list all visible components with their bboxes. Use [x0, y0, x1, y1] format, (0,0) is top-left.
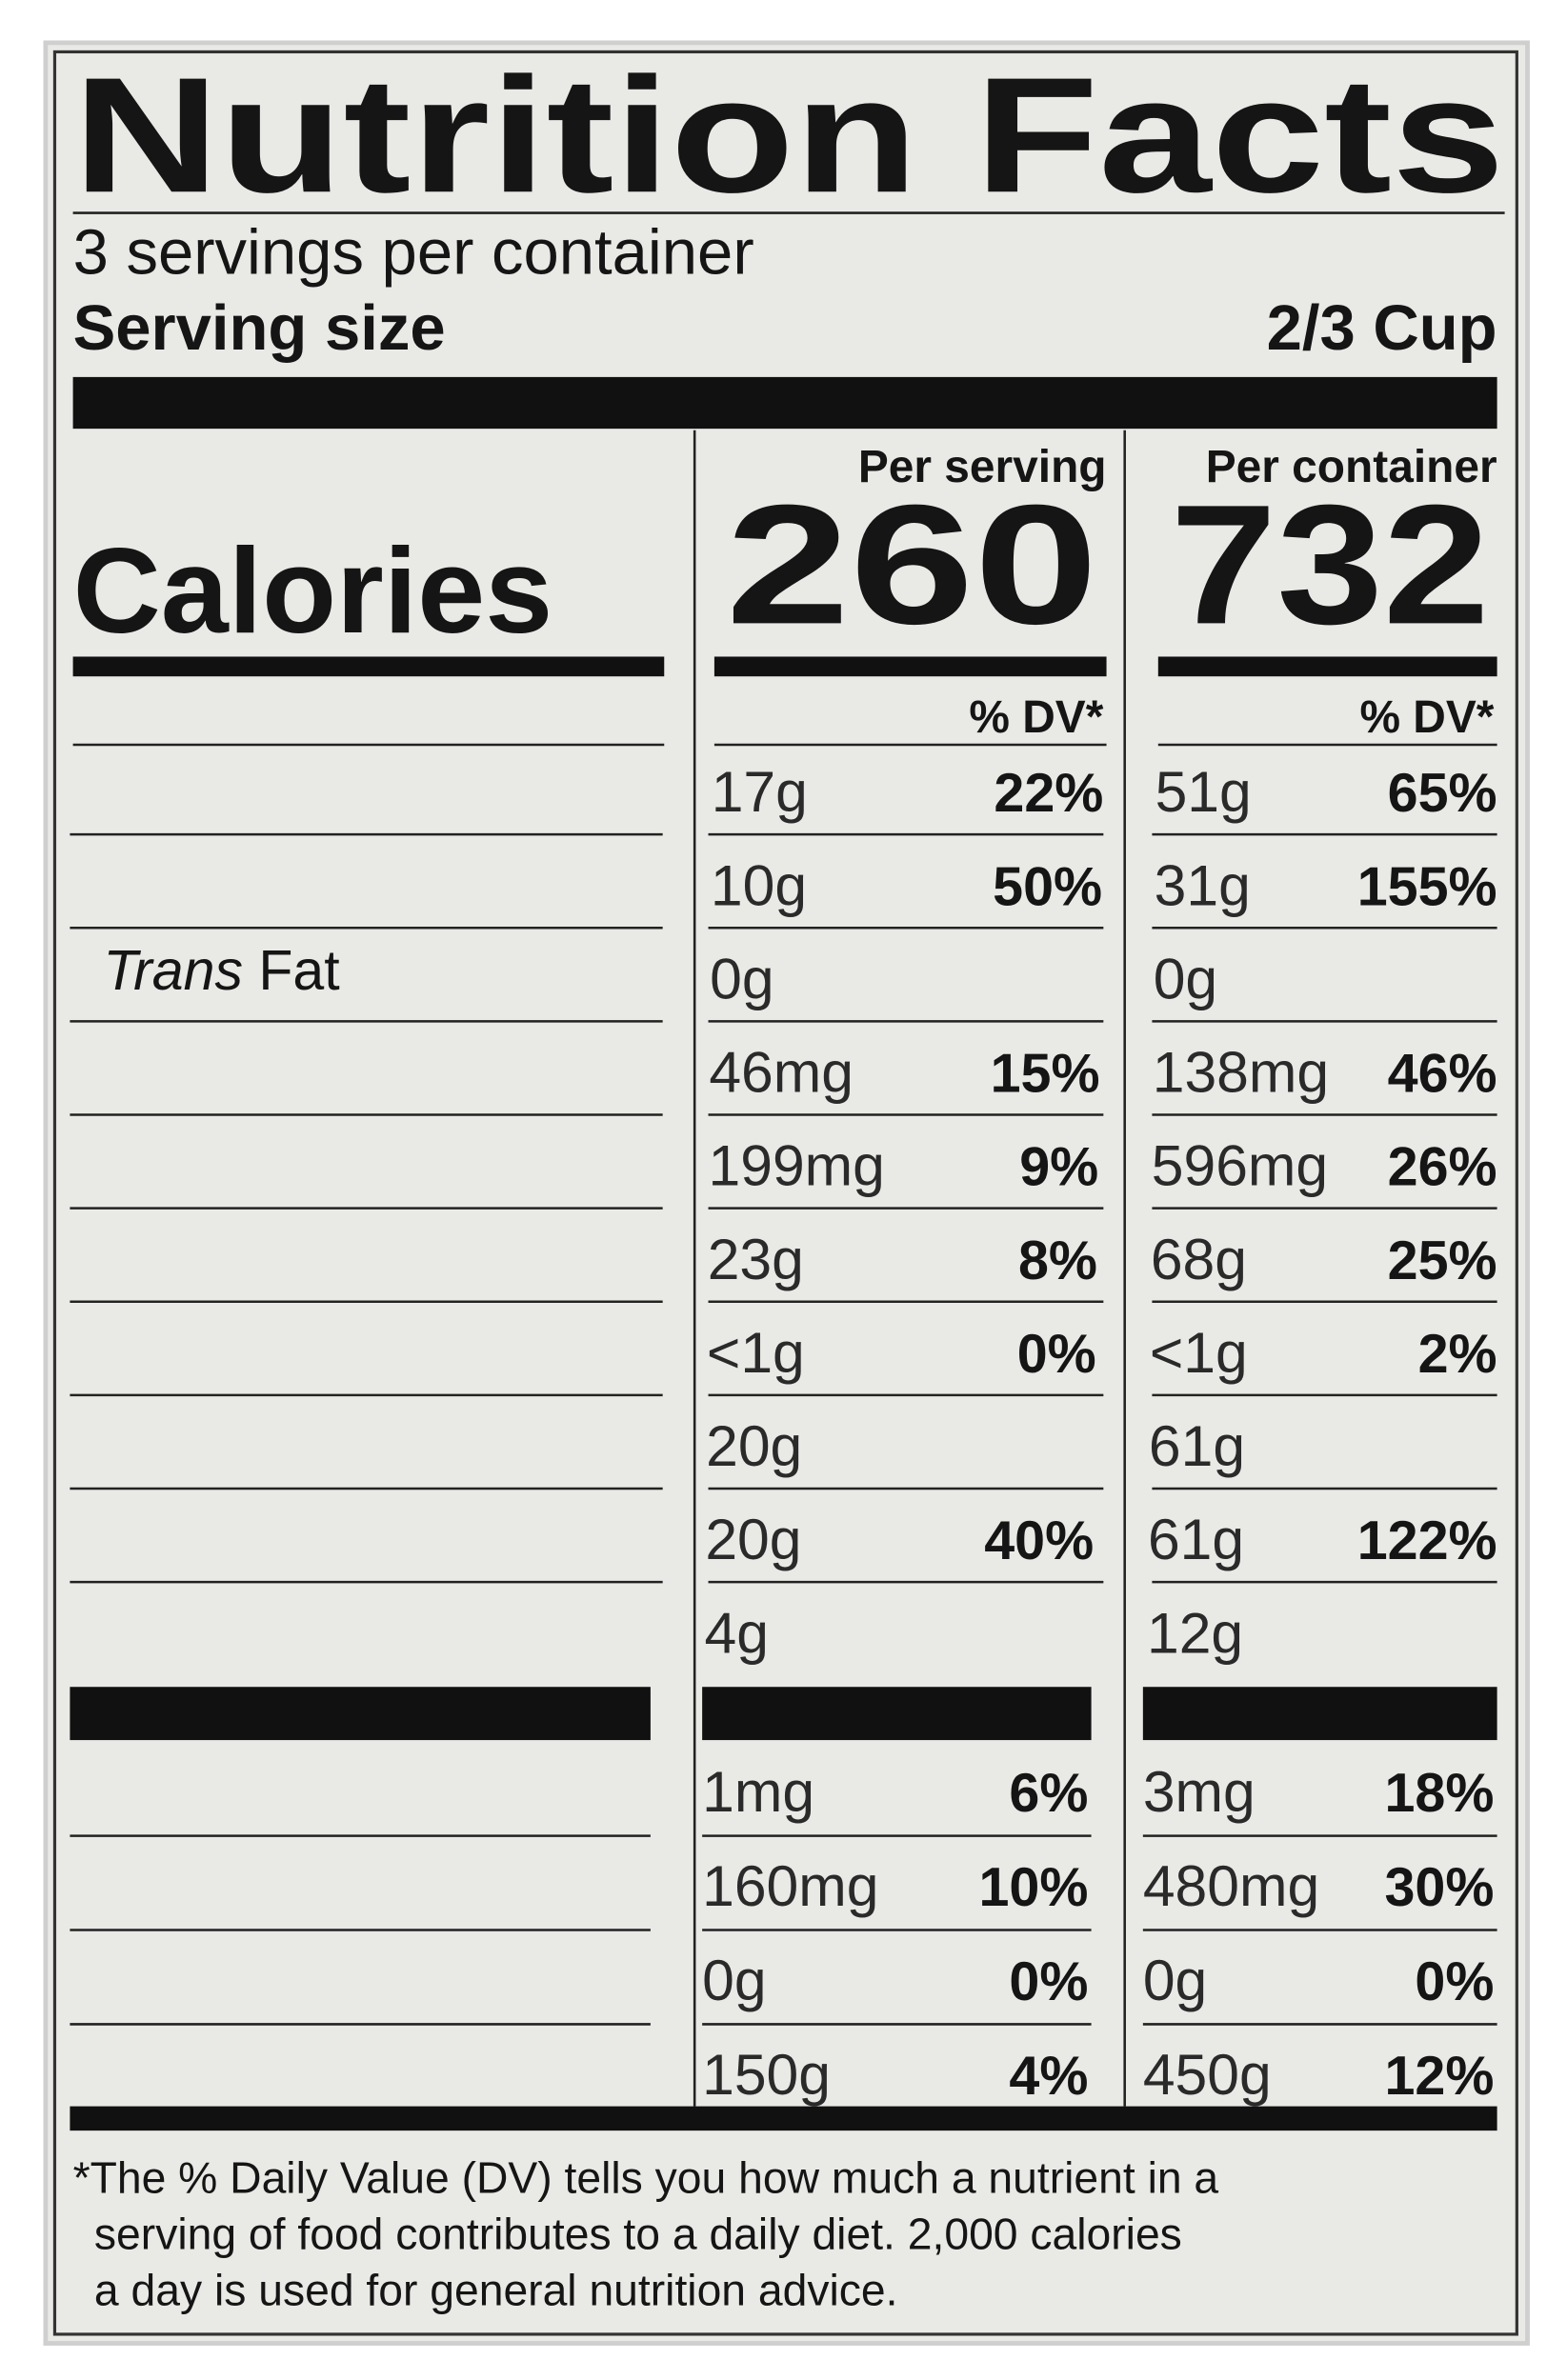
thick-bar: [72, 376, 1497, 430]
serving-dv: 22%: [994, 763, 1103, 824]
serving-dv: 9%: [1019, 1137, 1098, 1198]
container-amount: 61g: [1149, 1413, 1245, 1478]
serving-amount: 4g: [705, 1600, 769, 1665]
rows: 17g 22% 51g 65% 10g 50% 31g 155% Trans Fat 0g 0g 46…: [70, 759, 1497, 2107]
calories-per-serving: 260: [726, 469, 1098, 659]
calories-label: Calories: [73, 523, 553, 659]
serving-dv: 4%: [1009, 2046, 1088, 2107]
thick-bar: [713, 656, 1107, 677]
container-dv: 30%: [1384, 1857, 1494, 1918]
per-container-label: Per container: [1206, 442, 1497, 492]
serving-dv: 0%: [1009, 1951, 1088, 2012]
serving-dv: 0%: [1017, 1324, 1096, 1385]
thick-bar: [70, 1687, 651, 1741]
dv-header: % DV*: [969, 692, 1103, 743]
container-amount: 596mg: [1152, 1133, 1328, 1198]
container-dv: 0%: [1415, 1951, 1494, 2012]
container-amount: 480mg: [1143, 1853, 1319, 1918]
serving-size: 2/3 Cup: [1267, 292, 1497, 364]
serving-dv: 10%: [978, 1857, 1088, 1918]
serving-amount: 160mg: [702, 1853, 878, 1918]
nutrient-name-italic: Trans: [103, 939, 242, 1002]
container-amount: 3mg: [1143, 1759, 1256, 1824]
serving-dv: 40%: [984, 1510, 1094, 1571]
serving-amount: 199mg: [709, 1133, 885, 1198]
container-dv: 46%: [1388, 1044, 1497, 1105]
container-amount: 0g: [1143, 1948, 1207, 2012]
title: Nutrition Facts: [73, 43, 1505, 227]
container-dv: 25%: [1388, 1230, 1497, 1291]
serving-amount: 46mg: [709, 1040, 854, 1105]
serving-amount: 23g: [708, 1227, 804, 1291]
calories-per-container: 732: [1171, 469, 1490, 659]
serving-amount: 0g: [702, 1948, 766, 2012]
dv-header: % DV*: [1359, 692, 1494, 743]
container-dv: 18%: [1384, 1763, 1494, 1824]
container-dv: 122%: [1357, 1510, 1497, 1571]
serving-amount: 0g: [710, 946, 773, 1010]
thick-bar: [70, 2106, 1497, 2131]
container-dv: 155%: [1357, 856, 1497, 917]
container-amount: 0g: [1154, 946, 1217, 1010]
thick-bar: [702, 1687, 1092, 1741]
serving-amount: 17g: [712, 759, 808, 824]
thick-bar: [1157, 656, 1497, 677]
container-amount: 61g: [1148, 1507, 1244, 1571]
serving-size-label: Serving size: [73, 292, 446, 364]
serving-amount: <1g: [707, 1320, 805, 1385]
container-amount: 12g: [1147, 1600, 1243, 1665]
container-dv: 26%: [1388, 1137, 1497, 1198]
container-dv: 65%: [1388, 763, 1497, 824]
servings: 3 servings per container: [73, 216, 754, 288]
serving-amount: 1mg: [702, 1759, 814, 1824]
thick-bar: [72, 656, 665, 677]
container-amount: 138mg: [1153, 1040, 1329, 1105]
serving-amount: 150g: [702, 2042, 831, 2107]
container-amount: 51g: [1155, 759, 1252, 824]
serving-dv: 6%: [1009, 1763, 1088, 1824]
thick-bar: [1142, 1687, 1497, 1741]
serving-amount: 10g: [711, 852, 807, 917]
container-amount: 31g: [1155, 852, 1251, 917]
footnote-line: *The % Daily Value (DV) tells you how mu…: [73, 2153, 1219, 2203]
footnote-line: serving of food contributes to a daily d…: [94, 2210, 1182, 2259]
serving-dv: 15%: [991, 1044, 1100, 1105]
serving-dv: 50%: [993, 856, 1102, 917]
nutrient-name-rest: Fat: [258, 939, 339, 1002]
container-amount: 450g: [1143, 2042, 1272, 2107]
footnote-line: a day is used for general nutrition advi…: [94, 2266, 898, 2315]
container-amount: 68g: [1151, 1227, 1247, 1291]
label-border: [52, 50, 1518, 2336]
serving-amount: 20g: [705, 1507, 801, 1571]
nutrient-name: Trans Fat: [103, 939, 339, 1002]
container-dv: 12%: [1384, 2046, 1494, 2107]
serving-dv: 8%: [1018, 1230, 1097, 1291]
per-serving-label: Per serving: [858, 442, 1107, 492]
serving-amount: 20g: [706, 1413, 802, 1478]
container-amount: <1g: [1150, 1320, 1248, 1385]
container-dv: 2%: [1418, 1324, 1497, 1385]
